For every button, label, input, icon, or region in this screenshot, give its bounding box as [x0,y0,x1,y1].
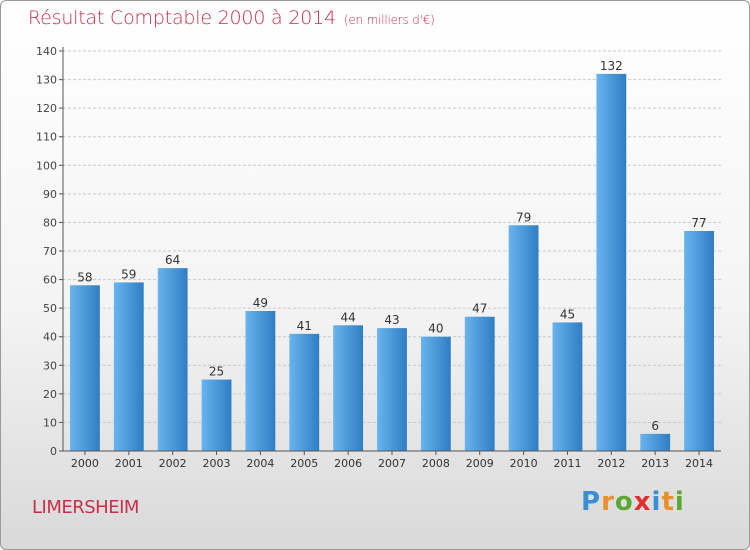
data-label: 41 [297,319,312,333]
x-tick-label: 2009 [466,457,494,470]
y-tick-label: 20 [43,388,57,401]
proxiti-logo[interactable]: Proxiti [581,487,685,517]
bar [420,336,451,451]
logo-letter: t [661,487,675,517]
data-label: 45 [560,307,575,321]
x-tick-label: 2005 [290,457,318,470]
data-label: 77 [691,216,706,230]
bar [508,225,539,451]
x-tick-label: 2001 [115,457,143,470]
data-label: 59 [121,267,136,281]
x-tick-label: 2012 [597,457,625,470]
data-label: 132 [600,59,623,73]
y-tick-label: 50 [43,302,57,315]
bar-chart: 58 59 64 25 49 41 44 43 40 47 79 45 132 6 77 0 10 20 30 40… [36,45,721,470]
chart-title: Résultat Comptable 2000 à 2014 (en millie… [28,7,435,29]
bar [245,311,276,451]
chart-title-text: Résultat Comptable 2000 à 2014 [28,7,336,29]
y-tick-label: 10 [43,416,57,429]
data-label: 6 [651,419,659,433]
x-tick-label: 2014 [685,457,713,470]
data-label: 79 [516,210,531,224]
x-tick-label: 2008 [422,457,450,470]
y-tick-label: 100 [36,159,57,172]
bar-layer: 58 59 64 25 49 41 44 43 40 47 79 45 132 6 77 [70,59,714,451]
bar [640,433,671,451]
x-tick-label: 2007 [378,457,406,470]
bar [464,316,495,451]
data-label: 44 [340,310,355,324]
data-label: 25 [209,365,224,379]
y-tick-label: 110 [36,131,57,144]
y-tick-label: 0 [50,445,57,458]
bar [552,322,583,451]
y-tick-label: 80 [43,216,57,229]
data-label: 47 [472,302,487,316]
y-tick-label: 30 [43,359,57,372]
x-tick-label: 2013 [641,457,669,470]
y-tick-label: 130 [36,74,57,87]
data-label: 58 [77,270,92,284]
data-label: 43 [384,313,399,327]
logo-letter: i [674,487,685,517]
logo-letter: o [614,487,634,517]
logo-letter: x [633,487,652,517]
x-tick-label: 2011 [553,457,581,470]
bar [596,73,627,451]
y-tick-label: 140 [36,45,57,58]
bar [289,333,320,451]
data-label: 64 [165,253,180,267]
bar [684,231,714,451]
data-label: 40 [428,322,443,336]
y-tick-label: 40 [43,331,57,344]
logo-letter: i [651,487,662,517]
y-tick-label: 70 [43,245,57,258]
commune-name: LIMERSHEIM [32,497,139,518]
bar [157,268,188,451]
logo-letter: r [601,487,615,517]
bar [201,379,232,451]
y-tick-label: 60 [43,274,57,287]
axis-layer: 0 10 20 30 40 50 60 70 80 90 100 110 120 130 140 2000 20… [36,45,721,470]
bar [333,325,364,451]
logo-letter: P [581,487,602,517]
x-tick-label: 2010 [510,457,538,470]
x-tick-label: 2003 [203,457,231,470]
y-tick-label: 120 [36,102,57,115]
bar [70,285,100,451]
data-label: 49 [253,296,268,310]
bar [113,282,144,451]
chart-subtitle: (en milliers d'€) [343,13,435,27]
x-tick-label: 2002 [159,457,187,470]
y-tick-label: 90 [43,188,57,201]
x-tick-label: 2004 [246,457,274,470]
x-tick-label: 2006 [334,457,362,470]
bar [377,328,407,451]
x-tick-label: 2000 [71,457,99,470]
